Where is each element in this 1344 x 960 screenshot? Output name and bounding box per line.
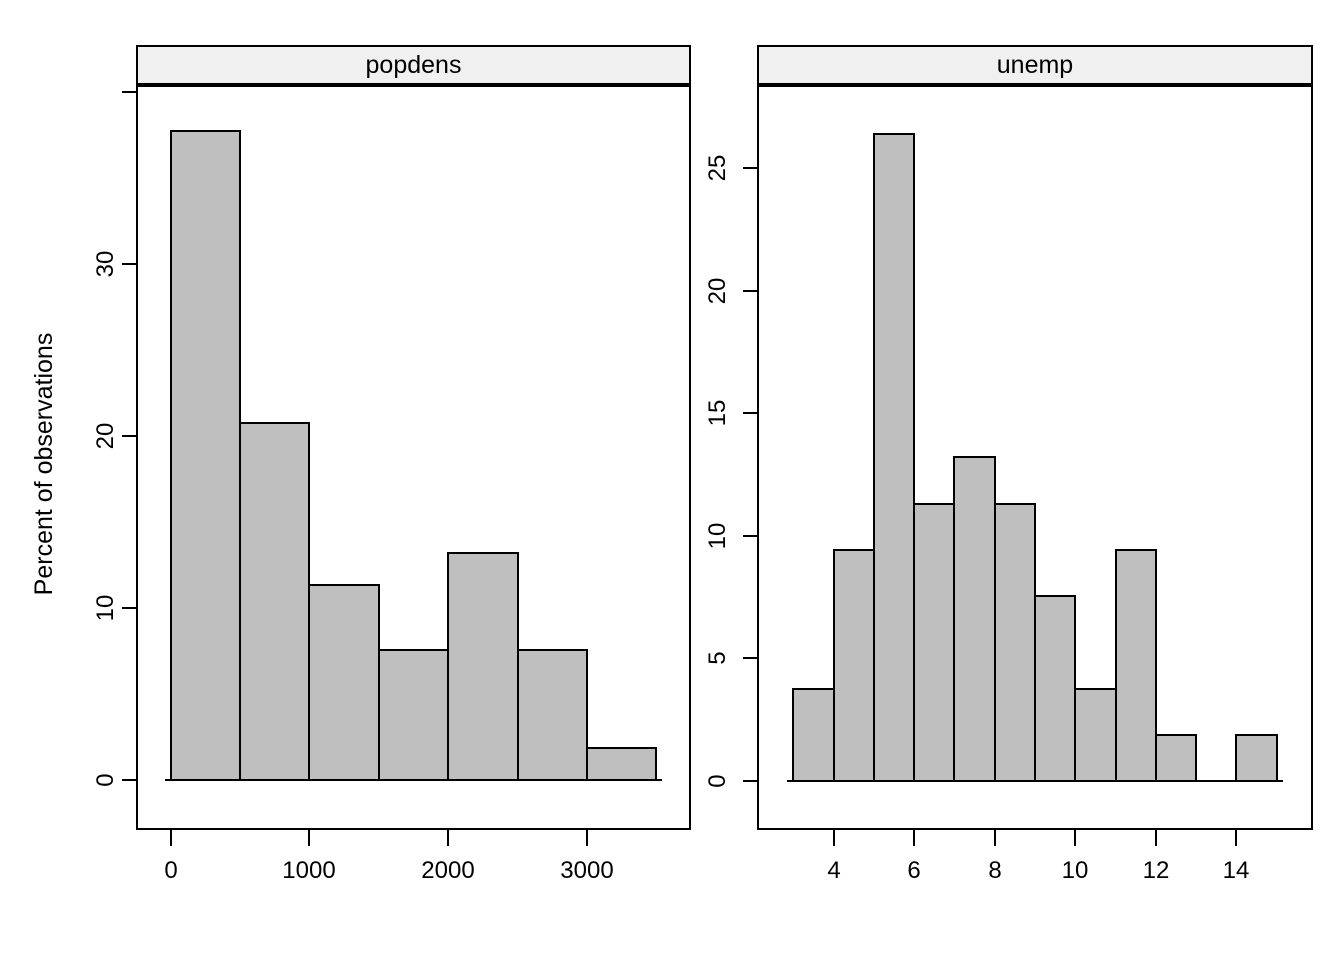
histogram-bar [586, 747, 657, 781]
y-axis-tick [743, 167, 757, 169]
panel-strip-title: popdens [136, 45, 691, 85]
baseline [165, 779, 662, 781]
histogram-bar [833, 549, 875, 782]
y-axis-tick-label: 10 [704, 522, 731, 550]
y-axis-tick [743, 412, 757, 414]
histogram-bar [913, 503, 955, 782]
histogram-bar [1235, 734, 1278, 782]
histogram-bar [953, 456, 996, 782]
y-axis-tick-label: 0 [704, 774, 731, 788]
y-axis-label: Percent of observations [29, 332, 58, 596]
y-axis-tick-label: 25 [704, 154, 731, 182]
x-axis-tick [586, 830, 588, 846]
x-axis-tick [994, 830, 996, 846]
x-axis-tick [1074, 830, 1076, 846]
x-axis-tick [170, 830, 172, 846]
y-axis-tick-label: 10 [92, 594, 119, 622]
histogram-bar [239, 422, 310, 781]
histogram-bar [447, 552, 519, 781]
y-axis-tick-label: 20 [704, 277, 731, 305]
x-axis-tick-label: 10 [1061, 857, 1089, 884]
histogram-bar [792, 688, 835, 782]
y-axis-tick-label: 0 [92, 773, 119, 787]
x-axis-tick-label: 6 [907, 857, 921, 884]
histogram-bar [170, 130, 241, 781]
x-axis-tick [833, 830, 835, 846]
y-axis-tick-label: 30 [92, 250, 119, 278]
x-axis-tick [1155, 830, 1157, 846]
y-axis-tick-label: 15 [704, 399, 731, 427]
y-axis-tick [743, 780, 757, 782]
histogram-bar [1115, 549, 1157, 782]
x-axis-tick-label: 0 [164, 857, 178, 884]
x-axis-tick-label: 14 [1222, 857, 1250, 884]
x-axis-tick [308, 830, 310, 846]
x-axis-tick-label: 2000 [421, 857, 475, 884]
y-axis-tick-label: 20 [92, 422, 119, 450]
x-axis-tick-label: 3000 [560, 857, 614, 884]
y-axis-tick [743, 657, 757, 659]
y-axis-tick [122, 607, 136, 609]
y-axis-tick [122, 435, 136, 437]
histogram-bar [378, 649, 449, 781]
y-axis-tick [122, 263, 136, 265]
y-axis-tick [743, 535, 757, 537]
y-axis-tick-label: 5 [704, 651, 731, 665]
histogram-bar [1155, 734, 1197, 782]
x-axis-tick [447, 830, 449, 846]
x-axis-tick [1235, 830, 1237, 846]
x-axis-tick [913, 830, 915, 846]
histogram-bar [308, 584, 380, 781]
x-axis-tick-label: 8 [988, 857, 1002, 884]
y-axis-tick [122, 779, 136, 781]
histogram-bar [517, 649, 588, 781]
histogram-bar [994, 503, 1036, 782]
x-axis-tick-label: 12 [1142, 857, 1170, 884]
x-axis-tick-label: 1000 [282, 857, 336, 884]
panel-strip-title: unemp [757, 45, 1313, 85]
y-axis-tick [743, 290, 757, 292]
baseline [787, 780, 1283, 782]
histogram-bar [1034, 595, 1076, 782]
x-axis-tick-label: 4 [827, 857, 841, 884]
histogram-bar [1074, 688, 1117, 782]
y-axis-tick [122, 91, 136, 93]
histogram-bar [873, 133, 915, 782]
